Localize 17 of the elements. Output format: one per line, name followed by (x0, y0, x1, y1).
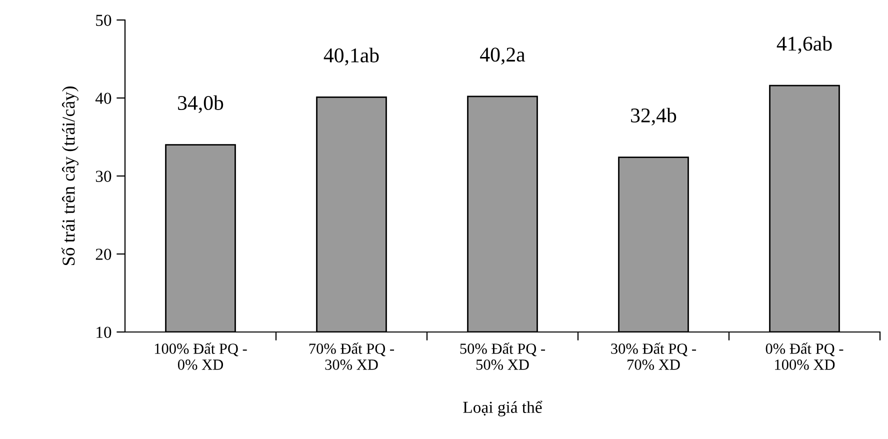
y-tick-label: 50 (96, 14, 112, 26)
x-tick-label: 30% Đất PQ - 70% XD (611, 342, 696, 370)
x-tick-label: 50% Đất PQ - 50% XD (460, 342, 546, 370)
data-label: 41,6ab (776, 36, 832, 54)
data-label: 34,0b (178, 95, 224, 114)
y-axis-title: Số trái trên cây (trái/cây) (62, 86, 78, 266)
y-tick-label: 30 (96, 170, 112, 182)
data-label: 32,4b (631, 108, 676, 126)
y-tick-label: 40 (95, 92, 112, 104)
x-tick-label: 70% Đất PQ - 30% XD (309, 342, 394, 370)
y-tick-label: 10 (96, 326, 112, 338)
x-axis-title: Loại giá thể (463, 400, 542, 416)
y-tick-label: 20 (96, 248, 112, 260)
data-label: 40,1ab (324, 48, 379, 66)
x-tick-label: 100% Đất PQ - 0% XD (154, 342, 247, 370)
x-tick-label: 0% Đất PQ - 100% XD (766, 342, 844, 370)
data-label: 40,2a (480, 48, 526, 65)
